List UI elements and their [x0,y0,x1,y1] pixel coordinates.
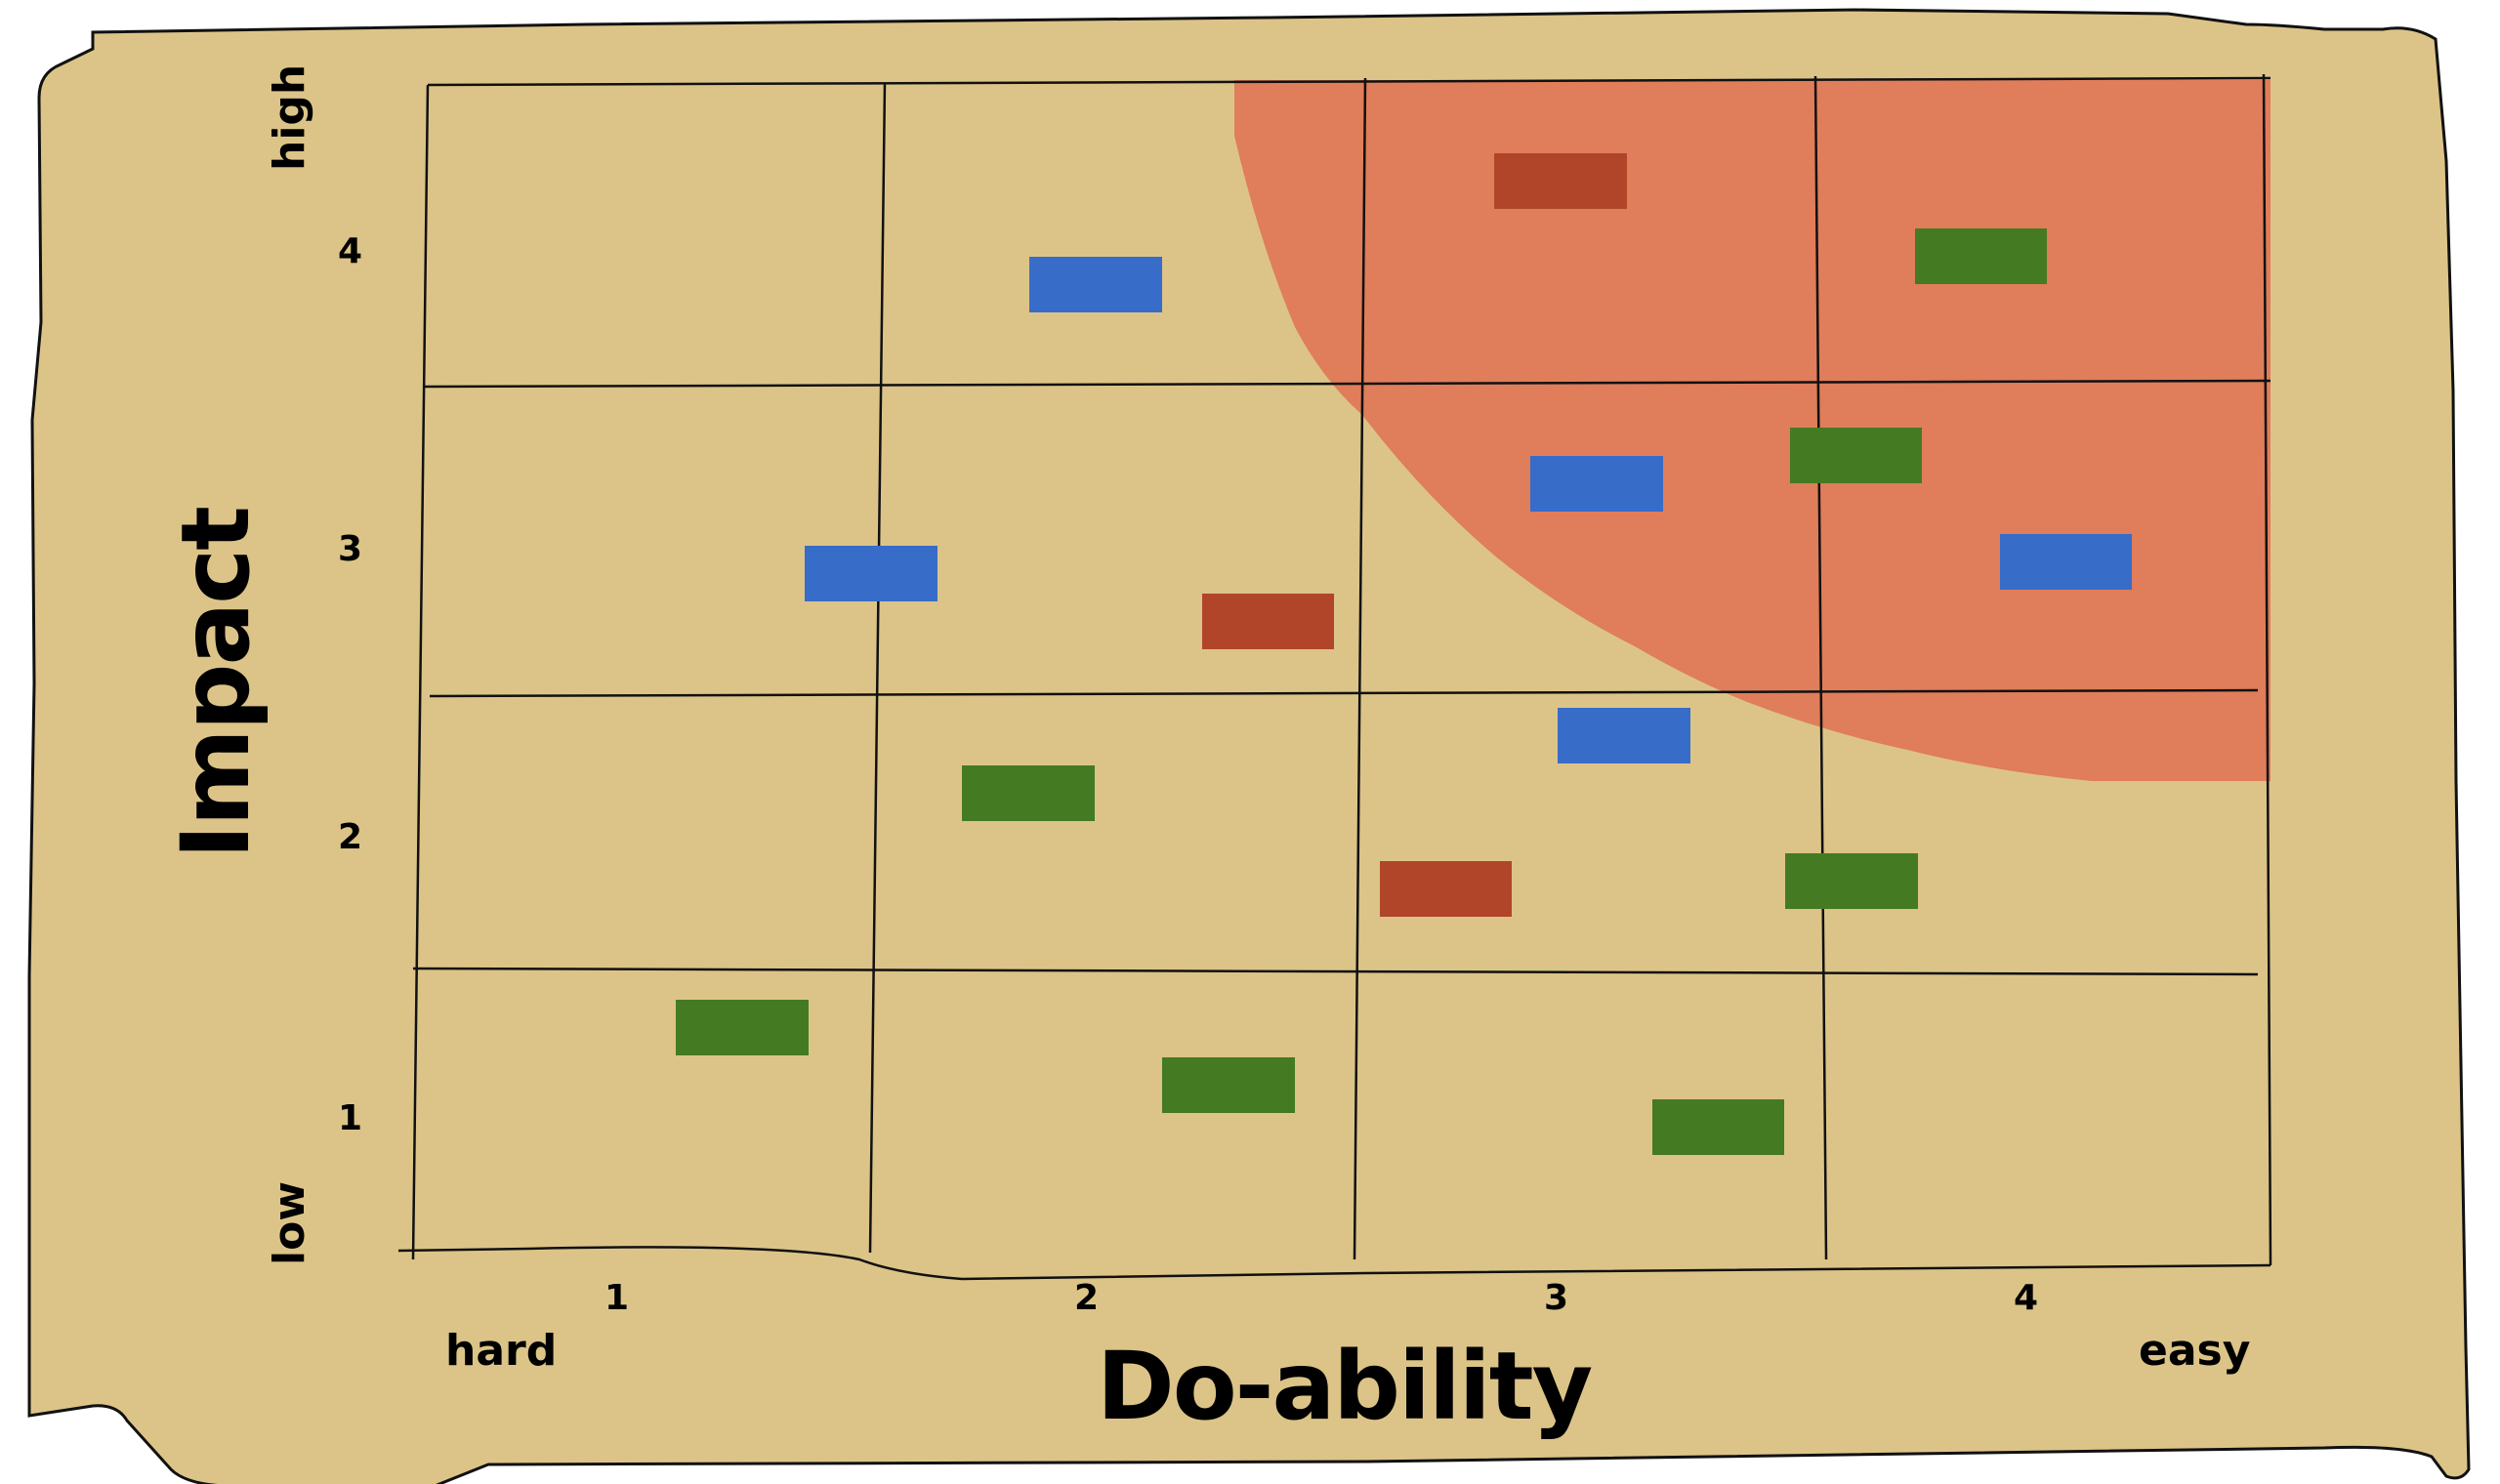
blue-sticky-note [1558,708,1690,763]
blue-sticky-note [2000,534,2132,590]
y-tick-1: 1 [338,1098,363,1138]
y-tick-4: 4 [338,231,363,271]
red-sticky-note [1380,861,1512,917]
x-axis-title: Do-ability [1097,1332,1593,1441]
green-sticky-note [962,765,1095,821]
x-tick-1: 1 [604,1278,630,1318]
x-tick-2: 2 [1074,1278,1100,1318]
green-sticky-note [1785,853,1918,909]
green-sticky-note [1652,1099,1784,1155]
red-sticky-note [1494,153,1627,209]
x-tick-3: 3 [1544,1278,1569,1318]
x-axis-low-label: hard [445,1326,558,1376]
green-sticky-note [676,1000,809,1055]
green-sticky-note [1915,228,2047,284]
y-tick-3: 3 [338,529,363,569]
red-sticky-note [1202,594,1334,649]
y-axis-low-label: low [265,1181,314,1265]
x-tick-4: 4 [2014,1278,2039,1318]
x-axis-high-label: easy [2139,1326,2251,1376]
y-axis-title: Impact [161,507,271,859]
grid-lines [397,73,2272,1281]
blue-sticky-note [1029,257,1162,312]
blue-sticky-note [805,546,938,601]
green-sticky-note [1162,1057,1295,1113]
blue-sticky-note [1530,456,1663,512]
y-axis-high-label: high [265,63,314,171]
green-sticky-note [1790,428,1922,483]
y-tick-2: 2 [338,817,363,857]
